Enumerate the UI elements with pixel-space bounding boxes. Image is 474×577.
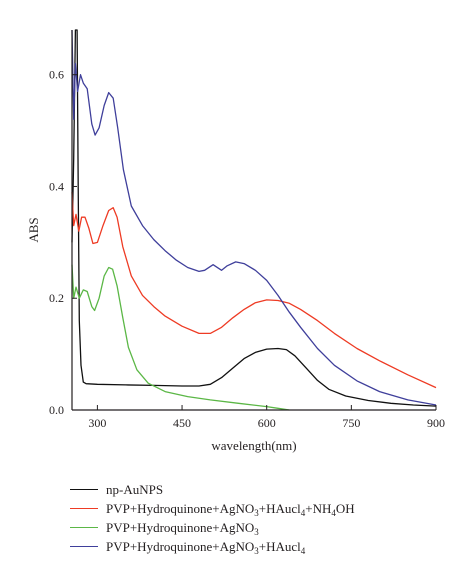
x-ticks: 300 450 600 750 900 xyxy=(88,405,445,430)
legend-label: PVP+Hydroquinone+AgNO3+HAucl4+NH4OH xyxy=(106,500,355,518)
legend-swatch-red xyxy=(70,508,98,509)
series-line-2 xyxy=(71,192,437,389)
series-line-4 xyxy=(71,29,437,406)
series-line-1 xyxy=(71,29,437,407)
x-axis-title: wavelength(nm) xyxy=(211,438,296,453)
x-tick-label: 750 xyxy=(342,416,360,430)
uv-vis-absorbance-chart: 300 450 600 750 900 0.0 0.2 0.4 0.6 wavelength(… xyxy=(26,29,445,453)
x-tick-label: 900 xyxy=(427,416,445,430)
legend-swatch-blue xyxy=(70,546,98,547)
y-tick-label: 0.4 xyxy=(49,179,64,193)
x-tick-label: 600 xyxy=(258,416,276,430)
legend-item: PVP+Hydroquinone+AgNO3 xyxy=(70,518,470,537)
legend: np-AuNPS PVP+Hydroquinone+AgNO3+HAucl4+N… xyxy=(70,480,470,556)
x-tick-label: 300 xyxy=(88,416,106,430)
y-tick-label: 0.0 xyxy=(49,403,64,417)
plot-lines xyxy=(71,29,437,411)
legend-label: PVP+Hydroquinone+AgNO3 xyxy=(106,519,259,537)
legend-swatch-green xyxy=(70,527,98,528)
legend-item: np-AuNPS xyxy=(70,480,470,499)
y-tick-label: 0.6 xyxy=(49,68,64,82)
legend-item: PVP+Hydroquinone+AgNO3+HAucl4+NH4OH xyxy=(70,499,470,518)
legend-item: PVP+Hydroquinone+AgNO3+HAucl4 xyxy=(70,537,470,556)
legend-label: np-AuNPS xyxy=(106,481,164,497)
x-tick-label: 450 xyxy=(173,416,191,430)
legend-swatch-black xyxy=(70,489,98,490)
y-ticks: 0.0 0.2 0.4 0.6 xyxy=(49,68,77,417)
y-axis-title: ABS xyxy=(26,217,41,242)
y-tick-label: 0.2 xyxy=(49,291,64,305)
series-line-3 xyxy=(71,264,290,411)
legend-label: PVP+Hydroquinone+AgNO3+HAucl4 xyxy=(106,538,306,556)
